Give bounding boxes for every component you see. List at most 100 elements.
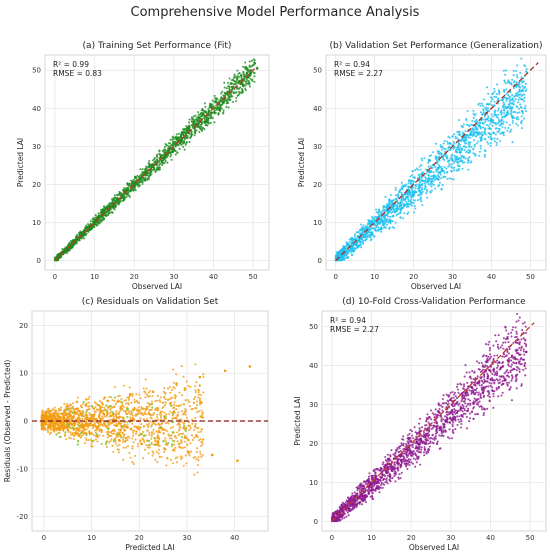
data-point — [490, 119, 494, 122]
y-tick-label: 50 — [32, 67, 41, 75]
data-point — [378, 221, 381, 225]
x-tick-label: 40 — [209, 273, 218, 281]
data-point — [470, 386, 474, 389]
y-tick-label: 20 — [309, 440, 318, 448]
r2-stat: R² = 0.99 — [53, 60, 89, 69]
data-point — [332, 515, 336, 519]
data-point — [503, 379, 507, 382]
data-point — [186, 450, 190, 453]
y-tick-label: -20 — [17, 513, 28, 521]
scatter-points — [40, 363, 252, 476]
reference-line — [335, 62, 539, 261]
r2-stat: R² = 0.94 — [334, 60, 370, 69]
x-tick-label: 50 — [249, 273, 258, 281]
x-axis-label: Observed LAI — [409, 543, 459, 552]
data-point — [210, 453, 214, 457]
panel-title: (d) 10-Fold Cross-Validation Performance — [342, 297, 526, 307]
x-tick-label: 20 — [135, 534, 144, 542]
data-point — [248, 365, 252, 368]
y-tick-label: 10 — [309, 479, 318, 487]
data-point — [386, 457, 390, 461]
data-point — [348, 498, 351, 502]
data-point — [45, 415, 48, 419]
data-point — [449, 398, 452, 402]
data-point — [140, 442, 143, 446]
y-axis-label: Predicted LAI — [297, 138, 306, 187]
x-axis-label: Observed LAI — [132, 282, 182, 291]
data-point — [151, 390, 155, 394]
data-point — [438, 171, 441, 174]
data-point — [117, 438, 121, 442]
data-point — [438, 426, 442, 429]
data-point — [52, 425, 56, 429]
data-point — [510, 114, 514, 118]
data-point — [342, 247, 345, 250]
y-tick-label: 10 — [32, 219, 41, 227]
x-tick-label: 20 — [407, 534, 416, 542]
data-point — [128, 392, 132, 396]
data-point — [74, 431, 77, 435]
data-point — [336, 254, 339, 258]
data-point — [368, 219, 371, 223]
y-axis-label: Predicted LAI — [293, 396, 302, 445]
data-point — [448, 141, 452, 145]
x-tick-label: 10 — [367, 534, 376, 542]
y-tick-label: 10 — [313, 219, 322, 227]
y-tick-label: 0 — [318, 257, 322, 265]
data-point — [524, 350, 528, 354]
x-tick-label: 20 — [130, 273, 139, 281]
x-tick-label: 0 — [53, 273, 57, 281]
reference-line — [331, 322, 535, 522]
data-point — [418, 185, 421, 189]
x-tick-label: 40 — [486, 534, 495, 542]
y-tick-label: 0 — [24, 418, 28, 426]
data-point — [469, 132, 472, 136]
x-tick-label: 30 — [448, 273, 457, 281]
data-point — [514, 357, 517, 361]
data-point — [198, 375, 202, 379]
r2-stat: R² = 0.94 — [330, 316, 366, 325]
y-axis-label: Residuals (Observed - Predicted) — [3, 360, 12, 483]
y-tick-label: 40 — [309, 362, 318, 370]
x-tick-label: 10 — [90, 273, 99, 281]
y-tick-label: 10 — [19, 370, 28, 378]
x-tick-label: 20 — [409, 273, 418, 281]
x-tick-label: 30 — [169, 273, 178, 281]
data-point — [357, 496, 360, 499]
y-tick-label: 0 — [314, 518, 318, 526]
data-point — [376, 480, 380, 484]
panel-title: (a) Training Set Performance (Fit) — [83, 41, 232, 51]
x-tick-label: 30 — [446, 534, 455, 542]
data-point — [144, 171, 148, 174]
x-tick-label: 0 — [334, 273, 338, 281]
y-tick-label: 20 — [313, 181, 322, 189]
x-tick-label: 0 — [330, 534, 334, 542]
data-point — [481, 391, 485, 395]
data-point — [397, 462, 400, 465]
data-point — [366, 478, 370, 482]
panel-title: (b) Validation Set Performance (Generali… — [330, 41, 543, 51]
data-point — [501, 131, 504, 135]
data-point — [428, 416, 431, 419]
y-axis-label: Predicted LAI — [16, 138, 25, 187]
data-point — [339, 508, 342, 511]
data-point — [236, 459, 239, 462]
y-tick-label: 50 — [309, 323, 318, 331]
reference-line — [54, 65, 258, 261]
data-point — [175, 382, 178, 385]
x-tick-label: 50 — [526, 273, 535, 281]
data-point — [350, 237, 353, 241]
data-point — [427, 159, 431, 163]
y-tick-label: 20 — [32, 181, 41, 189]
panel-title: (c) Residuals on Validation Set — [82, 297, 219, 307]
y-tick-label: 40 — [313, 105, 322, 113]
data-point — [417, 442, 421, 446]
data-point — [223, 369, 227, 373]
data-point — [197, 122, 200, 126]
data-point — [398, 205, 401, 208]
y-tick-label: 30 — [313, 143, 322, 151]
rmse-stat: RMSE = 2.27 — [334, 69, 383, 78]
